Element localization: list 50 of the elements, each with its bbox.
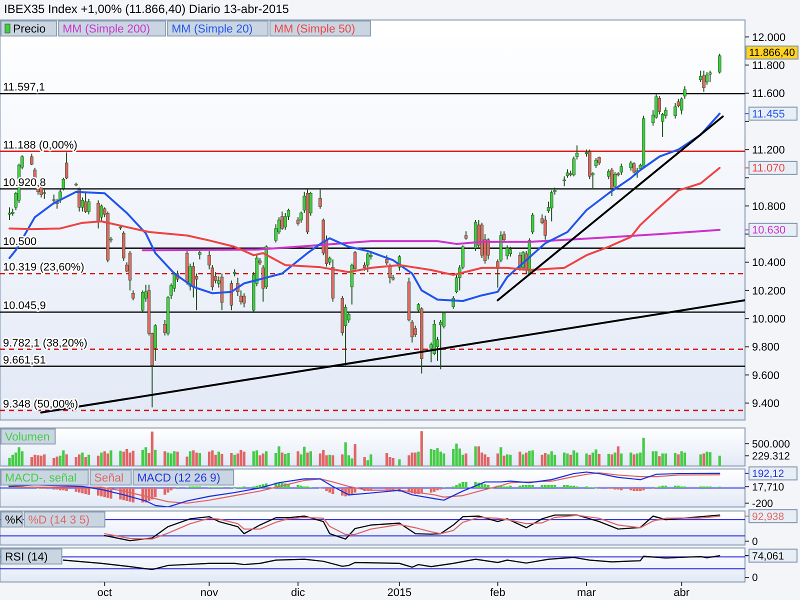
ref-line-label: 10.045,9 [3, 300, 46, 312]
ref-line-label: 11.597,1 [3, 82, 46, 94]
y-tick-label: 92,938 [752, 510, 784, 523]
x-tick-label: dic [290, 587, 306, 599]
y-tick-label: 10.800 [752, 200, 786, 213]
y-tick-label: 10.630 [752, 224, 786, 237]
y-tick-label: 11.800 [752, 60, 785, 72]
y-tick-label: 11.455 [752, 108, 785, 121]
y-tick-label: 11.070 [752, 162, 785, 175]
x-tick-label: abr [674, 587, 690, 599]
series-label: RSI (14) [5, 552, 48, 564]
text: 11.866,40 [749, 47, 795, 60]
x-tick-label: oct [97, 587, 112, 599]
y-tick-label: 229.312 [752, 450, 790, 462]
series-label: MACD (12 26 9) [137, 472, 220, 484]
series-label: Volumen [5, 432, 50, 444]
y-tick-label: 0 [752, 572, 758, 584]
x-tick-label: 2015 [387, 587, 412, 599]
y-tick-label: 10.000 [752, 313, 786, 326]
series-label: %D (14 3 5) [28, 514, 90, 526]
x-tick-label: mar [577, 587, 596, 599]
y-tick-label: 0 [752, 536, 758, 548]
x-tick-label: nov [200, 587, 219, 599]
y-tick-label: 9.800 [752, 342, 780, 354]
y-tick-label: 12.000 [752, 32, 786, 44]
series-label: Señal [94, 472, 124, 484]
text: %K [5, 514, 24, 526]
y-tick-label: 9.600 [752, 370, 780, 382]
ref-line-label: 11.188 (0,00%) [3, 139, 78, 152]
text: MM (Simple 50) [274, 24, 356, 36]
legend-label: Precio [13, 24, 46, 36]
y-tick-label: 74,061 [752, 550, 784, 562]
x-tick-label: feb [490, 587, 506, 599]
text: MM (Simple 20) [172, 24, 253, 36]
y-tick-label: -200 [752, 498, 774, 510]
ref-line-label: 9.661,51 [3, 354, 46, 366]
y-tick-label: 17,710 [752, 481, 784, 494]
y-tick-label: 10.400 [752, 257, 786, 270]
y-tick-label: 192,12 [752, 468, 784, 480]
y-tick-label: 500.000 [752, 438, 790, 450]
y-tick-label: 11.200 [752, 144, 785, 156]
chart-title: IBEX35 Index +1,00% (11.866,40) Diario 13-abr-2015 [4, 2, 290, 16]
ref-line-label: 10.319 (23,60%) [3, 262, 84, 274]
y-tick-label: 10.200 [752, 285, 786, 298]
y-tick-label: 11.600 [752, 88, 785, 100]
y-tick-label: 9.400 [752, 398, 780, 410]
text: MM (Simple 200) [62, 24, 150, 36]
series-label: MACD-, señal [5, 472, 77, 484]
ref-line-label: 9.348 (50,00%) [3, 398, 78, 410]
ref-line-label: 9.782,1 (38,20%) [3, 337, 88, 350]
